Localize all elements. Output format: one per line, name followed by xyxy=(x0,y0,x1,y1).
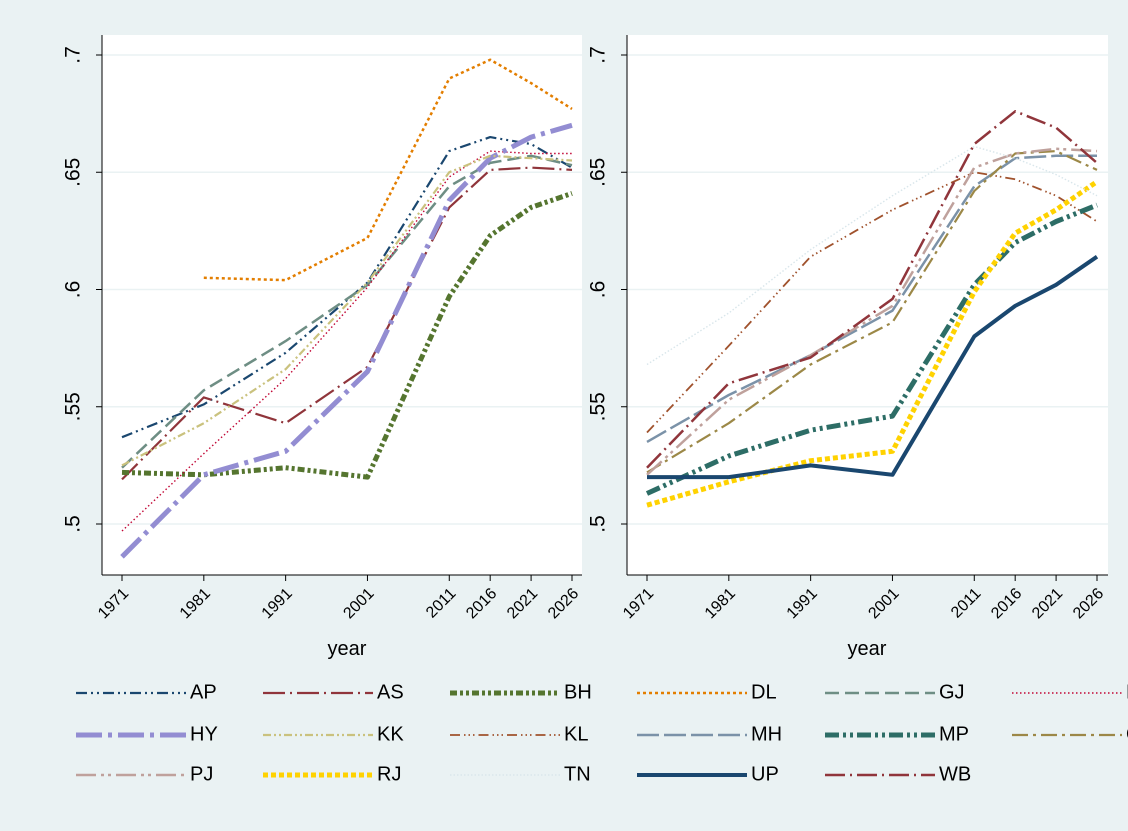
legend-label-or: OR xyxy=(1126,723,1128,745)
series-line-pj xyxy=(646,147,1098,476)
legend-label-wb: WB xyxy=(939,763,971,785)
y-tick-label: .65 xyxy=(587,158,610,187)
series-line-tn xyxy=(646,145,1098,366)
series-line-up xyxy=(647,255,1099,480)
legend-background xyxy=(60,665,1110,795)
y-tick-label: .7 xyxy=(587,46,610,64)
legend-label-kl: KL xyxy=(564,723,588,745)
series-line-as xyxy=(121,166,573,481)
legend-label-as: AS xyxy=(377,681,404,703)
series-line-or xyxy=(646,150,1098,474)
legend-label-mp: MP xyxy=(939,723,969,745)
series-line-gj xyxy=(121,154,573,469)
legend-label-gj: GJ xyxy=(939,681,965,703)
legend-label-rj: RJ xyxy=(377,763,401,785)
series-line-mh xyxy=(646,154,1097,443)
legend-label-bh: BH xyxy=(564,681,592,703)
series-line-dl xyxy=(203,58,573,282)
y-tick-label: .5 xyxy=(62,515,85,533)
legend-label-up: UP xyxy=(751,763,779,785)
y-tick-label: .65 xyxy=(62,158,85,187)
legend: AP AS BH DL GJ HP HY KK KL MH MP OR PJ RJ TN UP WB xyxy=(76,681,1128,785)
x-axis-label: year xyxy=(848,638,887,660)
x-axis-label: year xyxy=(328,638,367,660)
legend-label-hy: HY xyxy=(190,723,218,745)
y-tick-label: .5 xyxy=(587,515,610,533)
series-line-wb xyxy=(646,110,1098,469)
y-tick-label: .7 xyxy=(62,46,85,64)
series-line-mp xyxy=(645,202,1098,496)
y-tick-label: .55 xyxy=(587,392,610,421)
legend-label-hp: HP xyxy=(1126,681,1128,703)
legend-label-ap: AP xyxy=(190,681,217,703)
y-tick-label: .6 xyxy=(587,281,610,299)
legend-label-kk: KK xyxy=(377,723,404,745)
legend-label-dl: DL xyxy=(751,681,777,703)
y-tick-label: .55 xyxy=(62,392,85,421)
series-line-rj xyxy=(646,179,1099,508)
plot-area xyxy=(627,35,1108,575)
legend-label-mh: MH xyxy=(751,723,782,745)
series-line-kk xyxy=(121,154,573,467)
y-tick-label: .6 xyxy=(62,281,85,299)
legend-label-tn: TN xyxy=(564,763,591,785)
series-line-kl xyxy=(646,171,1098,434)
legend-label-pj: PJ xyxy=(190,763,213,785)
series-line-hy xyxy=(120,122,573,559)
